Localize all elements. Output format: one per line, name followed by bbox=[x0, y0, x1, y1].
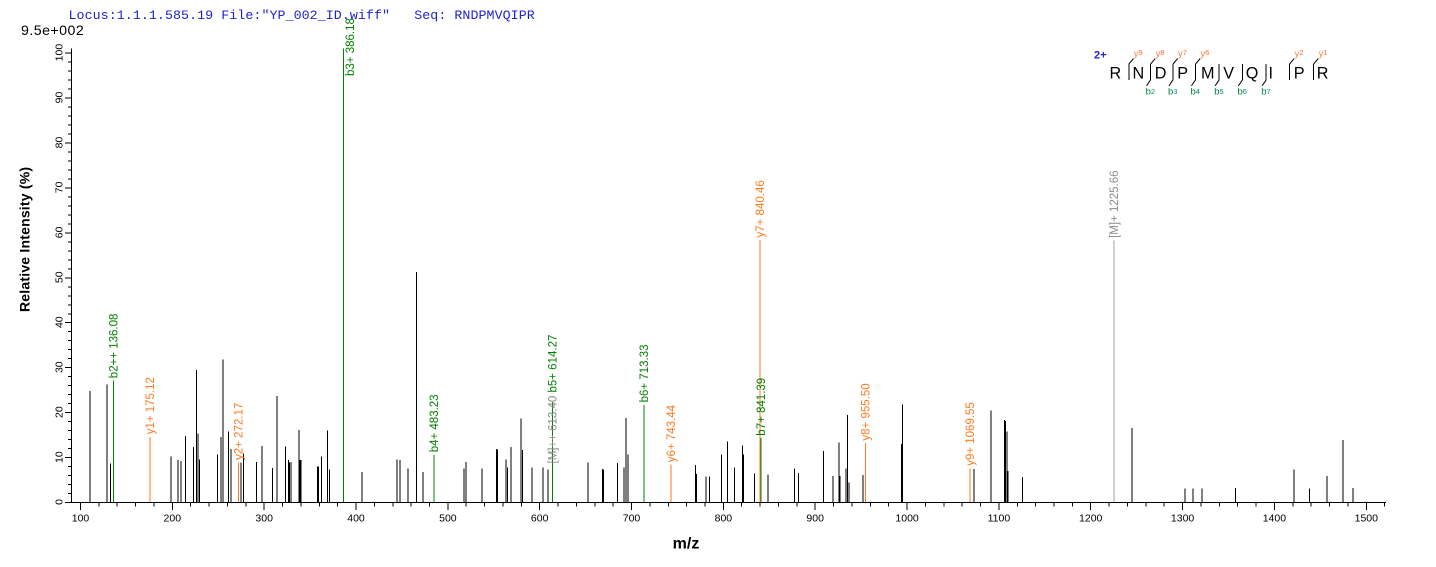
svg-text:1400: 1400 bbox=[1263, 513, 1287, 525]
svg-text:b5: b5 bbox=[1214, 87, 1223, 98]
svg-text:y7+ 840.46: y7+ 840.46 bbox=[755, 180, 767, 237]
svg-text:b2: b2 bbox=[1146, 87, 1155, 98]
svg-text:y2: y2 bbox=[1295, 48, 1304, 60]
svg-text:1100: 1100 bbox=[988, 513, 1011, 525]
svg-text:I: I bbox=[1269, 65, 1274, 83]
svg-text:1300: 1300 bbox=[1171, 513, 1195, 525]
svg-text:b3: b3 bbox=[1168, 87, 1177, 98]
svg-text:[M]+ 1225.66: [M]+ 1225.66 bbox=[1109, 170, 1121, 237]
svg-text:b7+ 841.39: b7+ 841.39 bbox=[756, 378, 768, 436]
svg-text:D: D bbox=[1155, 65, 1167, 83]
svg-text:200: 200 bbox=[164, 513, 182, 525]
svg-text:9.5e+002: 9.5e+002 bbox=[21, 23, 84, 39]
svg-text:P: P bbox=[1294, 65, 1305, 83]
svg-text:60: 60 bbox=[54, 226, 66, 238]
svg-text:y9: y9 bbox=[1134, 48, 1143, 60]
svg-text:b6: b6 bbox=[1238, 87, 1247, 98]
svg-text:90: 90 bbox=[54, 92, 66, 104]
svg-text:y8: y8 bbox=[1156, 48, 1165, 60]
svg-text:50: 50 bbox=[54, 271, 66, 283]
svg-text:y8+ 955.50: y8+ 955.50 bbox=[861, 383, 873, 440]
svg-text:b3+ 386.18: b3+ 386.18 bbox=[345, 18, 357, 76]
svg-text:y7: y7 bbox=[1178, 48, 1187, 60]
svg-text:R: R bbox=[1109, 65, 1121, 83]
svg-text:20: 20 bbox=[54, 406, 66, 418]
svg-text:1200: 1200 bbox=[1079, 513, 1103, 525]
svg-text:y6: y6 bbox=[1201, 48, 1210, 60]
svg-text:Relative Intensity (%): Relative Intensity (%) bbox=[17, 167, 33, 312]
svg-text:b7: b7 bbox=[1261, 87, 1270, 98]
svg-text:y9+ 1069.55: y9+ 1069.55 bbox=[965, 402, 977, 466]
svg-text:1000: 1000 bbox=[895, 513, 919, 525]
svg-text:1500: 1500 bbox=[1355, 513, 1379, 525]
svg-text:m/z: m/z bbox=[673, 536, 700, 553]
svg-text:700: 700 bbox=[623, 513, 641, 525]
svg-text:300: 300 bbox=[255, 513, 273, 525]
svg-text:y6+ 743.44: y6+ 743.44 bbox=[666, 404, 678, 462]
svg-text:y1+ 175.12: y1+ 175.12 bbox=[145, 377, 157, 434]
svg-text:Locus:1.1.1.585.19 File:"YP_00: Locus:1.1.1.585.19 File:"YP_002_ID.wiff"… bbox=[69, 8, 535, 23]
svg-text:b4: b4 bbox=[1191, 87, 1200, 98]
svg-text:80: 80 bbox=[54, 137, 66, 149]
svg-text:900: 900 bbox=[806, 513, 824, 525]
svg-text:70: 70 bbox=[54, 181, 66, 193]
svg-text:[M]++ 613.40 b5+ 614.27: [M]++ 613.40 b5+ 614.27 bbox=[548, 335, 560, 464]
svg-text:600: 600 bbox=[531, 513, 549, 525]
svg-text:M: M bbox=[1201, 65, 1214, 83]
svg-text:P: P bbox=[1177, 65, 1188, 83]
svg-text:0: 0 bbox=[54, 499, 66, 505]
svg-text:b4+ 483.23: b4+ 483.23 bbox=[429, 394, 441, 452]
svg-text:y1: y1 bbox=[1319, 48, 1328, 60]
svg-text:800: 800 bbox=[715, 513, 733, 525]
svg-text:100: 100 bbox=[72, 513, 90, 525]
svg-text:R: R bbox=[1317, 65, 1329, 83]
svg-text:Q: Q bbox=[1246, 65, 1259, 83]
svg-text:V: V bbox=[1223, 65, 1234, 83]
svg-text:500: 500 bbox=[439, 513, 457, 525]
svg-text:b2++ 136.08: b2++ 136.08 bbox=[109, 314, 121, 379]
svg-text:40: 40 bbox=[54, 316, 66, 328]
svg-text:y2+ 272.17: y2+ 272.17 bbox=[234, 403, 246, 460]
svg-text:N: N bbox=[1132, 65, 1144, 83]
svg-text:30: 30 bbox=[54, 361, 66, 373]
svg-text:400: 400 bbox=[347, 513, 365, 525]
svg-text:2+: 2+ bbox=[1094, 50, 1107, 62]
svg-text:10: 10 bbox=[54, 451, 66, 463]
svg-text:b6+ 713.33: b6+ 713.33 bbox=[639, 345, 651, 403]
svg-text:100: 100 bbox=[54, 44, 66, 62]
